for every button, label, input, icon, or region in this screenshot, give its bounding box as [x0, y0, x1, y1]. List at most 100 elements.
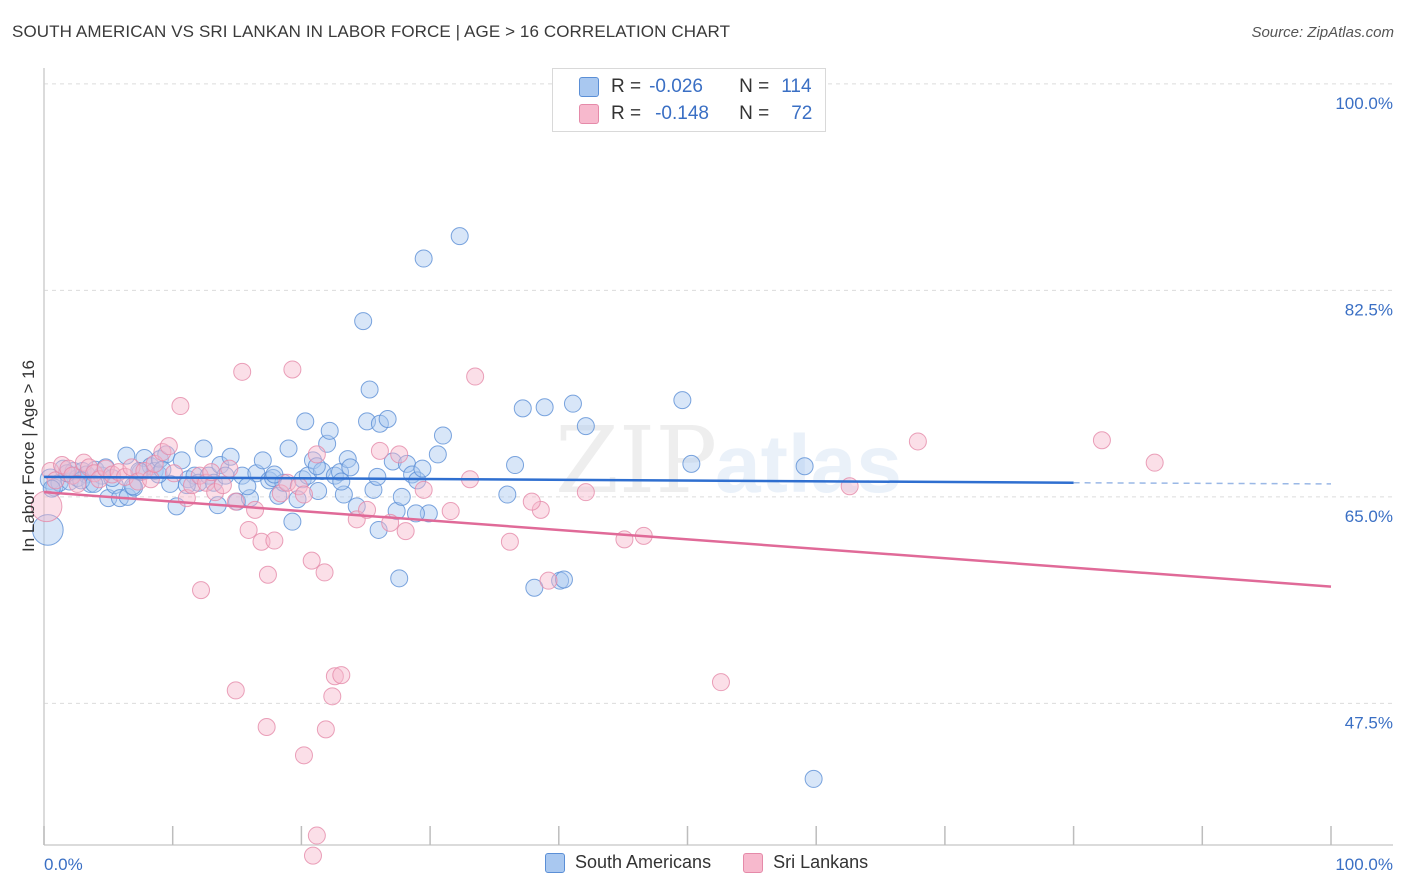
sri-lankans-point-64 [441, 502, 460, 521]
legend-n-label: N = [739, 103, 770, 124]
sri-lankans-point-41 [283, 360, 302, 379]
sri-lankans-point-76 [908, 432, 927, 451]
chart-title: SOUTH AMERICAN VS SRI LANKAN IN LABOR FO… [12, 22, 731, 41]
south-americans-point-72 [390, 569, 409, 588]
legend-n-value: 114 [781, 76, 812, 97]
south-americans-point-46 [279, 439, 298, 458]
trend-lines [43, 475, 1332, 588]
sri-lankans-point-36 [252, 532, 271, 551]
y-tick-labels: 47.5% 65.0% 82.5% 100.0% [1335, 94, 1393, 733]
south-americans-point-81 [414, 249, 433, 268]
sri-lankans-point-23 [171, 397, 190, 416]
sri-lankans-point-77 [1092, 431, 1111, 450]
legend-r-label: R = [611, 76, 642, 97]
sri-lankans-point-72 [307, 826, 326, 845]
south-americans-point-73 [392, 487, 411, 506]
south-americans-point-84 [506, 456, 525, 475]
sri-lankans-swatch [579, 104, 599, 124]
south-americans-point-69 [378, 410, 397, 429]
south-americans-point-93 [682, 454, 701, 473]
legend-r-value: -0.026 [649, 76, 703, 97]
sri-lankans-point-55 [414, 480, 433, 499]
x-tick-label-100: 100.0% [1335, 855, 1393, 874]
south-americans-point-41 [253, 451, 272, 470]
south-americans-point-70 [383, 452, 402, 471]
sri-lankans-point-31 [220, 459, 239, 478]
south-americans-point-89 [554, 570, 573, 589]
south-americans-point-107 [332, 472, 351, 491]
sri-lankans-point-61 [576, 483, 595, 502]
south-americans-point-76 [408, 471, 427, 490]
legend-r-value: -0.148 [655, 103, 709, 124]
source-label: Source: ZipAtlas.com [1251, 24, 1394, 41]
south-americans-point-82 [450, 227, 469, 246]
legend-n-value: 72 [791, 103, 813, 124]
south-americans-trend-line [43, 475, 1074, 484]
sri-lankans-point-50 [358, 500, 377, 519]
legend-item-south-americans[interactable]: South Americans [545, 852, 711, 873]
sri-lankans-point-28 [202, 463, 221, 482]
y-axis-title: In Labor Force | Age > 16 [19, 360, 38, 552]
south-americans-point-91 [576, 417, 595, 436]
sri-lankans-point-18 [141, 470, 160, 489]
sri-lankans-point-69 [257, 718, 276, 736]
sri-lankans-point-26 [190, 466, 209, 485]
sri-lankans-point-65 [522, 492, 541, 511]
sri-lankans-legend-swatch [743, 852, 764, 873]
watermark-atlas: atlas [715, 419, 902, 510]
south-americans-point-104 [238, 477, 257, 496]
axes [43, 68, 1393, 846]
sri-lankans-point-37 [258, 565, 277, 584]
south-americans-point-77 [413, 459, 432, 478]
south-americans-point-109 [406, 504, 425, 523]
sri-lankans-point-34 [239, 520, 258, 539]
south-americans-point-108 [368, 467, 387, 486]
y-tick-label-0: 47.5% [1345, 713, 1393, 732]
series-legend: South Americans Sri Lankans [545, 852, 900, 873]
south-americans-point-86 [525, 578, 544, 597]
sri-lankans-point-71 [316, 720, 335, 739]
sri-lankans-point-54 [396, 522, 415, 541]
sri-lankans-point-68 [226, 681, 245, 700]
sri-lankans-point-78 [1145, 453, 1164, 472]
south-americans-point-63 [354, 312, 373, 331]
sri-lankans-point-67 [192, 581, 211, 600]
south-americans-point-83 [498, 485, 517, 504]
sri-lankans-point-44 [302, 551, 321, 570]
south-americans-swatch [579, 77, 599, 97]
south-americans-point-87 [535, 398, 554, 417]
south-americans-point-61 [341, 458, 360, 477]
correlation-legend: R = -0.026 N = 114 R = -0.148 N = 72 [552, 68, 826, 132]
sri-lankans-point-1 [41, 461, 60, 480]
legend-row-sri-lankans: R = -0.148 N = 72 [579, 101, 812, 127]
sri-lankans-point-30 [213, 476, 232, 495]
sri-lankans-point-21 [159, 437, 178, 456]
sri-lankans-point-29 [206, 483, 225, 502]
south-americans-point-31 [194, 439, 213, 458]
south-americans-point-48 [288, 490, 307, 509]
south-americans-trend-extension [1073, 481, 1332, 485]
south-americans-point-23 [150, 450, 169, 469]
sri-lankans-point-43 [294, 485, 313, 504]
sri-lankans-point-51 [370, 441, 389, 460]
south-americans-point-56 [320, 421, 339, 440]
south-americans-point-94 [795, 457, 814, 476]
sri-lankans-point-53 [390, 445, 409, 464]
sri-lankans-point-45 [307, 445, 326, 464]
sri-lankans-point-22 [164, 464, 183, 483]
south-americans-point-51 [296, 412, 315, 431]
sri-lankans-point-60 [539, 571, 558, 590]
sri-lankans-point-6 [68, 474, 87, 493]
y-tick-label-2: 82.5% [1345, 300, 1393, 319]
south-americans-point-90 [563, 394, 582, 413]
watermark-zip: ZIP [555, 407, 717, 514]
legend-row-south-americans: R = -0.026 N = 114 [579, 74, 812, 100]
south-americans-point-92 [673, 391, 692, 410]
watermark: ZIP atlas [555, 407, 902, 514]
south-americans-point-85 [513, 399, 532, 418]
south-americans-point-71 [387, 502, 406, 521]
legend-item-sri-lankans[interactable]: Sri Lankans [743, 852, 868, 873]
sri-lankans-point-48 [332, 666, 351, 685]
legend-label-south-americans: South Americans [575, 852, 712, 872]
